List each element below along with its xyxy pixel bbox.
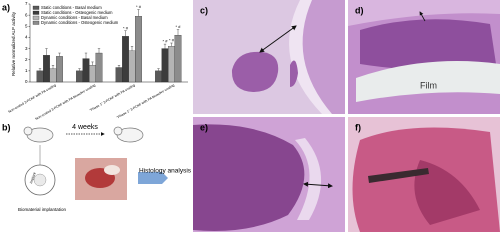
y-tick-label: 2 [25, 57, 28, 62]
legend-swatch [32, 15, 40, 20]
bar [76, 70, 83, 83]
panel-label: e) [200, 122, 208, 132]
panel-label: d) [355, 5, 364, 15]
annotation: * # [169, 38, 175, 43]
bar [135, 16, 142, 83]
bar [89, 65, 96, 83]
histology-c: c) [193, 0, 345, 114]
y-tick-label: 1 [25, 68, 28, 73]
legend-label: Dynamic conditions - Basal medium [41, 15, 108, 20]
legend-label: Dynamic conditions - Osteogenic medium [41, 20, 119, 25]
legend-label: Static conditions - Basal medium [41, 5, 102, 10]
y-tick-label: 4 [25, 35, 28, 40]
histology-f: f) [348, 117, 500, 232]
bar [43, 55, 50, 83]
annotation: * # [123, 25, 129, 30]
bar [82, 58, 90, 83]
panel-label: c) [200, 5, 208, 15]
implant-tissue [360, 19, 496, 70]
bar [49, 68, 57, 83]
implant-tissue [193, 124, 305, 231]
legend-swatch [32, 20, 40, 25]
annotation: * # [136, 4, 142, 9]
bar [56, 56, 63, 83]
legend-swatch [32, 10, 40, 15]
analysis-label: Histology analysis [139, 168, 192, 175]
arrow [419, 11, 426, 22]
arrow [303, 181, 333, 189]
bar [168, 46, 175, 83]
fragment [290, 60, 298, 87]
legend-swatch [32, 5, 40, 10]
arrow [259, 25, 297, 53]
film [368, 168, 429, 183]
figure: a) Relative normalized ALP activity 0 1 2 3… [2, 0, 500, 232]
annotation: * # [176, 24, 182, 29]
panel-label: b) [2, 122, 11, 132]
y-tick-label: 6 [25, 12, 28, 17]
bar [115, 67, 123, 83]
panel-label: a) [2, 2, 10, 12]
film-label: Film [420, 80, 437, 90]
implant-label: Implant [29, 172, 37, 184]
glove [104, 165, 120, 175]
membrane [289, 0, 332, 114]
panel-label: f) [355, 122, 361, 132]
membrane [295, 138, 322, 220]
histology-e: e) [193, 117, 345, 232]
bar [161, 48, 169, 83]
film [356, 61, 500, 102]
histology-d: Film d) [348, 0, 500, 114]
y-tick-label: 3 [25, 46, 28, 51]
bar [155, 70, 162, 83]
tissue-dense [414, 160, 480, 225]
implant-tissue [231, 51, 279, 92]
bar [122, 36, 129, 83]
bar [36, 70, 44, 83]
bar [95, 52, 103, 83]
arrow-box [138, 172, 168, 184]
implant [33, 173, 47, 187]
y-tick-label: 0 [25, 79, 28, 84]
mouse-head [113, 126, 123, 136]
annotation: * # [163, 39, 169, 44]
bar [174, 35, 182, 83]
bar [128, 50, 136, 83]
tissue-top [348, 0, 500, 26]
implantation-label: Biomaterial implantation [18, 207, 67, 212]
legend-label: Static conditions - Osteogenic medium [41, 10, 113, 15]
time-label: 4 weeks [72, 124, 98, 131]
y-tick-label: 7 [25, 1, 28, 6]
y-axis-label: Relative normalized ALP activity [11, 11, 16, 76]
mouse-head [23, 126, 33, 136]
y-tick-label: 5 [25, 23, 28, 28]
schematic: b) 4 weeks Histology analysis Implant Bi… [2, 122, 192, 212]
